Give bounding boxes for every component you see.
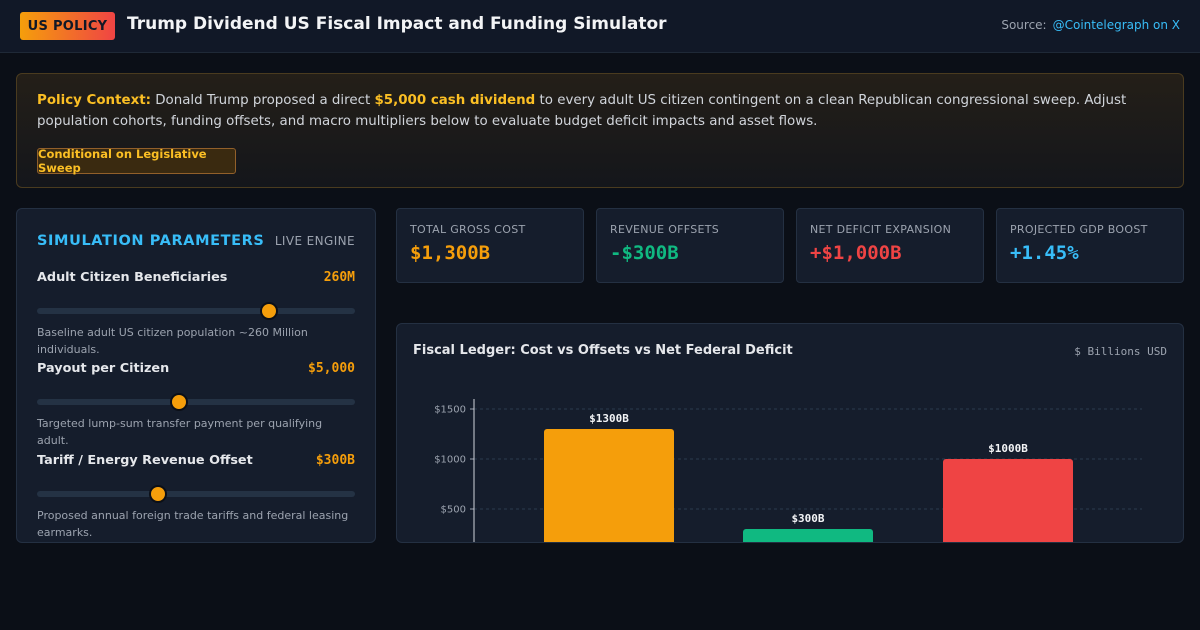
chart-bar xyxy=(544,429,674,542)
stat-label: NET DEFICIT EXPANSION xyxy=(810,223,952,236)
bar-data-label: $1000B xyxy=(988,442,1028,455)
y-tick-label: $1500 xyxy=(434,405,466,416)
chart-unit-label: $ Billions USD xyxy=(1074,345,1167,358)
params-title: SIMULATION PARAMETERS xyxy=(37,233,265,249)
policy-context-panel: Policy Context: Donald Trump proposed a … xyxy=(16,73,1184,188)
conditional-tag: Conditional on Legislative Sweep xyxy=(37,147,236,175)
stat-card-gross-cost: TOTAL GROSS COST $1,300B xyxy=(396,208,584,283)
source-attribution: Source: @Cointelegraph on X xyxy=(1001,18,1180,32)
source-label: Source: xyxy=(1001,18,1047,32)
param-tariff-offset: Tariff / Energy Revenue Offset $300B Pro… xyxy=(37,453,355,539)
chart-bar xyxy=(943,459,1073,542)
stat-value: $1,300B xyxy=(410,242,491,264)
param-beneficiaries: Adult Citizen Beneficiaries 260M Baselin… xyxy=(37,270,355,356)
param-label: Adult Citizen Beneficiaries xyxy=(37,270,228,285)
param-description: Baseline adult US citizen population ~26… xyxy=(37,326,308,356)
category-badge: US POLICY xyxy=(20,12,115,40)
beneficiaries-slider[interactable] xyxy=(37,302,355,320)
simulation-parameters-panel: SIMULATION PARAMETERS LIVE ENGINE Adult … xyxy=(16,208,376,543)
stat-label: TOTAL GROSS COST xyxy=(410,223,526,236)
page-title: Trump Dividend US Fiscal Impact and Fund… xyxy=(127,14,667,34)
param-description: Proposed annual foreign trade tariffs an… xyxy=(37,509,349,539)
live-engine-status: LIVE ENGINE xyxy=(274,234,355,248)
policy-context-text-2: to every adult US citizen contingent on … xyxy=(37,93,1127,129)
param-payout: Payout per Citizen $5,000 Targeted lump-… xyxy=(37,361,355,447)
param-label: Payout per Citizen xyxy=(37,361,170,376)
fiscal-ledger-chart-panel: Fiscal Ledger: Cost vs Offsets vs Net Fe… xyxy=(396,323,1184,543)
param-value: $5,000 xyxy=(308,361,355,376)
policy-context-text: Policy Context: Donald Trump proposed a … xyxy=(37,90,1167,132)
stat-card-gdp-boost: PROJECTED GDP BOOST +1.45% xyxy=(996,208,1184,283)
stat-label: PROJECTED GDP BOOST xyxy=(1010,223,1148,236)
stat-label: REVENUE OFFSETS xyxy=(610,223,720,236)
bar-data-label: $300B xyxy=(791,512,824,525)
policy-context-lead: Policy Context: xyxy=(37,93,151,108)
stat-card-net-deficit: NET DEFICIT EXPANSION +$1,000B xyxy=(796,208,984,283)
param-label: Tariff / Energy Revenue Offset xyxy=(37,453,253,468)
source-link[interactable]: @Cointelegraph on X xyxy=(1052,18,1180,32)
y-tick-label: $1000 xyxy=(434,455,466,466)
policy-context-text-1: Donald Trump proposed a direct xyxy=(150,93,375,108)
chart-bar xyxy=(743,529,873,542)
y-tick-label: $500 xyxy=(441,505,466,516)
param-value: 260M xyxy=(323,270,355,285)
top-header: US POLICY Trump Dividend US Fiscal Impac… xyxy=(0,0,1200,53)
stat-card-revenue-offsets: REVENUE OFFSETS -$300B xyxy=(596,208,784,283)
param-description: Targeted lump-sum transfer payment per q… xyxy=(37,417,323,447)
payout-slider[interactable] xyxy=(37,393,355,411)
slider-thumb[interactable] xyxy=(148,485,167,503)
param-value: $300B xyxy=(315,453,355,468)
slider-thumb[interactable] xyxy=(169,393,188,411)
stat-value: +$1,000B xyxy=(810,242,902,264)
slider-thumb[interactable] xyxy=(260,302,279,320)
chart-title: Fiscal Ledger: Cost vs Offsets vs Net Fe… xyxy=(413,343,793,358)
tariff-offset-slider[interactable] xyxy=(37,485,355,503)
stat-value: +1.45% xyxy=(1010,242,1079,264)
policy-context-highlight: $5,000 cash dividend xyxy=(374,93,536,108)
stat-value: -$300B xyxy=(610,242,679,264)
fiscal-ledger-bar-chart: $500 $1000 $1500 $1300B $300B $1000B xyxy=(434,399,1142,542)
bar-data-label: $1300B xyxy=(589,412,629,425)
